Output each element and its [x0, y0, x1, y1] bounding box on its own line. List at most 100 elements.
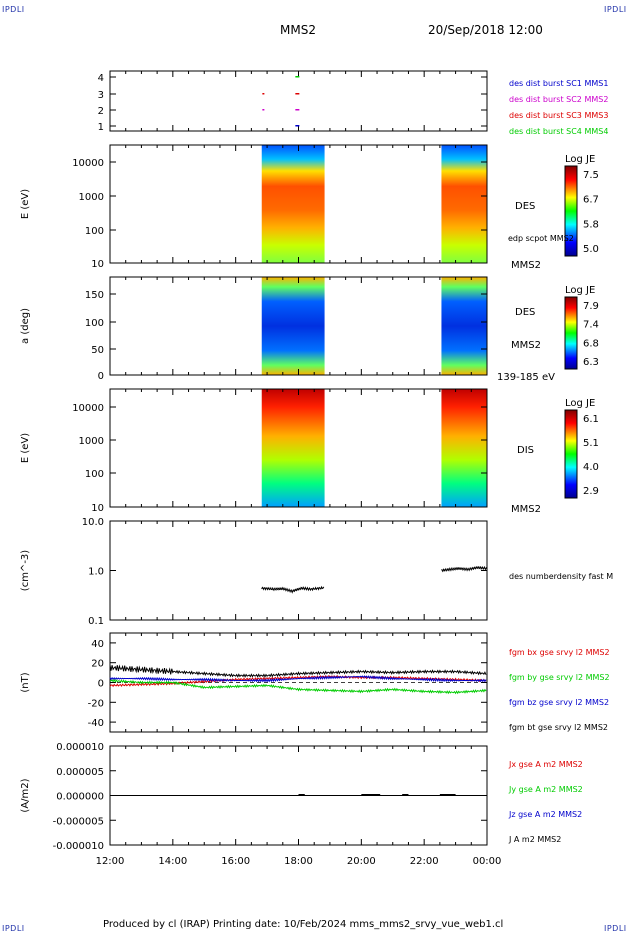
datetime-title: 20/Sep/2018 12:00 [428, 23, 543, 37]
x-tick-label: 12:00 [96, 856, 125, 867]
y-axis-label: (nT) [20, 672, 31, 692]
colorbar-tick: 2.9 [583, 486, 599, 497]
y-axis-label: a (deg) [20, 308, 31, 344]
colorbar-tick: 7.9 [583, 301, 599, 312]
current-spike [402, 794, 409, 796]
y-tick-label: 100 [85, 226, 104, 237]
corner-label-tr: IPDLI [604, 5, 627, 14]
side-label: 139-185 eV [497, 372, 555, 383]
colorbar-tick: 4.0 [583, 462, 599, 473]
colorbar-tick: 6.8 [583, 338, 599, 349]
heatmap-block [261, 389, 325, 507]
y-tick-label: 10000 [72, 403, 104, 414]
x-tick-label: 22:00 [410, 856, 439, 867]
legend-entry: fgm bz gse srvy l2 MMS2 [509, 698, 609, 707]
y-tick-label: 20 [91, 659, 104, 670]
y-tick-label: 0 [98, 371, 104, 382]
y-axis-label: (A/m2) [20, 778, 31, 812]
x-tick-label: 16:00 [221, 856, 250, 867]
y-tick-label: 10 [91, 259, 104, 270]
colorbar-tick: 5.1 [583, 438, 599, 449]
legend-entry: Jy gse A m2 MMS2 [508, 785, 583, 794]
density-series [261, 585, 325, 594]
colorbar-tick: 6.1 [583, 414, 599, 425]
availability-mark [262, 109, 265, 111]
y-axis-label: E (eV) [20, 189, 31, 219]
colorbar-title: Log JE [565, 398, 595, 409]
colorbar-title: Log JE [565, 285, 595, 296]
y-tick-label: 1000 [79, 436, 104, 447]
legend-entry: J A m2 MMS2 [508, 835, 561, 844]
footer-text: Produced by cl (IRAP) Printing date: 10/… [103, 919, 504, 930]
legend-entry: fgm bt gse srvy l2 MMS2 [509, 723, 608, 732]
legend-entry: Jz gse A m2 MMS2 [508, 810, 582, 819]
legend-entry: des dist burst SC4 MMS4 [509, 127, 608, 136]
y-tick-label: 10 [91, 503, 104, 514]
colorbar [564, 165, 578, 257]
corner-label-tl: IPDLI [2, 5, 25, 14]
x-tick-label: 18:00 [284, 856, 313, 867]
y-tick-label: 10.0 [82, 517, 104, 528]
y-tick-label: 0.000000 [56, 792, 104, 803]
density-series [441, 565, 487, 573]
heatmap-block [441, 389, 487, 507]
y-axis-label: E (eV) [20, 433, 31, 463]
legend-entry: des numberdensity fast M [509, 572, 613, 581]
y-tick-label: 0.000005 [56, 767, 104, 778]
y-tick-label: 50 [91, 345, 104, 356]
legend-entry: fgm by gse srvy l2 MMS2 [509, 673, 610, 682]
y-tick-label: 2 [98, 106, 104, 117]
side-label: MMS2 [511, 340, 541, 351]
heatmap-block [261, 277, 325, 375]
y-tick-label: -40 [88, 718, 104, 729]
heatmap-block [441, 145, 487, 263]
x-tick-label: 00:00 [473, 856, 502, 867]
y-tick-label: -0.000010 [53, 841, 104, 852]
x-tick-label: 14:00 [158, 856, 187, 867]
y-tick-label: 10000 [72, 158, 104, 169]
availability-mark [295, 109, 300, 111]
current-spike [361, 794, 381, 796]
panel-number-density [109, 520, 488, 621]
availability-mark [295, 125, 300, 127]
y-tick-label: 1 [98, 122, 104, 133]
field-series [109, 678, 487, 695]
colorbar-tick: 6.3 [583, 357, 599, 368]
legend-entry: des dist burst SC3 MMS3 [509, 111, 608, 120]
x-tick-label: 20:00 [347, 856, 376, 867]
y-tick-label: 40 [91, 639, 104, 650]
availability-mark [262, 93, 265, 95]
field-series [109, 664, 487, 678]
y-tick-label: 1.0 [88, 567, 104, 578]
colorbar-tick: 7.4 [583, 320, 599, 331]
y-tick-label: 150 [85, 290, 104, 301]
colorbar [564, 409, 578, 499]
corner-label-bl: IPDLI [2, 924, 25, 933]
current-spike [439, 794, 456, 796]
side-label: DES [515, 201, 535, 212]
y-tick-label: 3 [98, 90, 104, 101]
availability-mark [295, 93, 300, 95]
y-tick-label: -20 [88, 698, 104, 709]
current-spike [298, 794, 305, 796]
y-tick-label: 0.000010 [56, 742, 104, 753]
colorbar [564, 296, 578, 370]
colorbar-title: Log JE [565, 154, 595, 165]
y-tick-label: 1000 [79, 192, 104, 203]
heatmap-block [441, 277, 487, 375]
side-label: MMS2 [511, 260, 541, 271]
side-label: DIS [517, 445, 534, 456]
legend-entry: des dist burst SC2 MMS2 [509, 95, 608, 104]
legend-entry: Jx gse A m2 MMS2 [508, 760, 583, 769]
heatmap-block [261, 145, 325, 263]
colorbar-tick: 5.8 [583, 219, 599, 230]
y-tick-label: 100 [85, 318, 104, 329]
corner-label-br: IPDLI [604, 924, 627, 933]
legend-entry: des dist burst SC1 MMS1 [509, 79, 608, 88]
colorbar-tick: 5.0 [583, 244, 599, 255]
y-axis-label: (cm^-3) [20, 550, 31, 591]
y-tick-label: 4 [98, 73, 104, 84]
side-label: MMS2 [511, 504, 541, 515]
y-tick-label: 100 [85, 469, 104, 480]
